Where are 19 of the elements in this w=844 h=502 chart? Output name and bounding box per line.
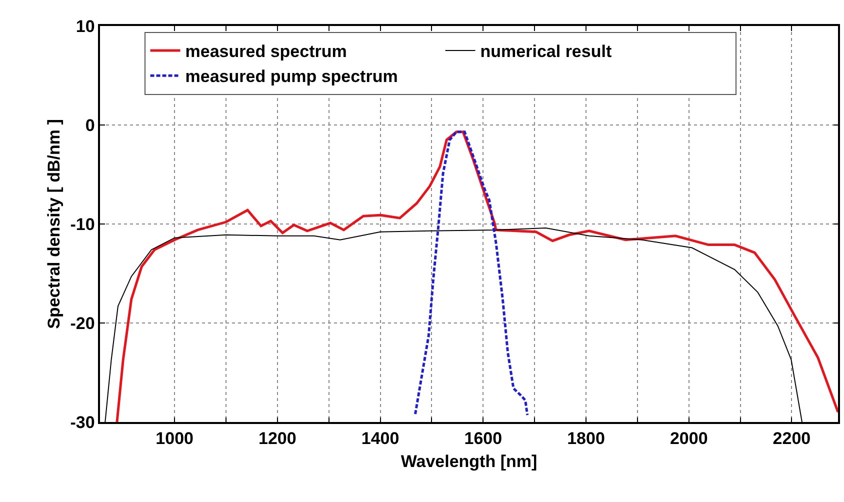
line-series <box>116 130 838 422</box>
y-tick-label: -20 <box>70 314 95 333</box>
legend-label: numerical result <box>480 42 612 62</box>
x-tick-label: 2200 <box>772 429 811 448</box>
y-tick-label: -30 <box>70 412 95 432</box>
x-tick-label: 1000 <box>156 429 194 448</box>
x-tick-label: 1600 <box>464 429 502 448</box>
x-tick-label: 1800 <box>567 429 605 448</box>
y-tick-label: 0 <box>85 116 95 135</box>
y-tick-label: -10 <box>70 214 95 234</box>
y-tick-label: 10 <box>76 16 95 36</box>
x-tick-label: 1400 <box>361 429 400 448</box>
line-series <box>414 130 529 416</box>
y-axis-title: Spectral density [ dB/nm ] <box>44 119 64 329</box>
x-tick-label: 2000 <box>670 429 708 448</box>
x-tick-label: 1200 <box>258 429 296 448</box>
legend-label: measured spectrum <box>185 42 347 62</box>
x-axis-title: Wavelength [nm] <box>400 452 538 472</box>
legend-label: measured pump spectrum <box>185 67 398 86</box>
